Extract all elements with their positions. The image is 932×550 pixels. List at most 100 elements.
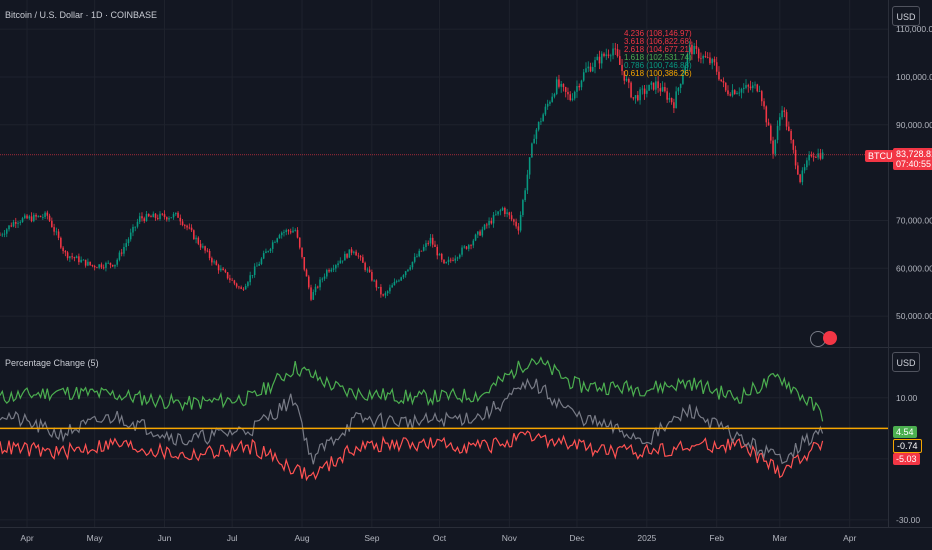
candle-body [682,74,684,84]
candle-body [123,246,125,254]
time-tick-label: Mar [772,533,787,543]
candle-body [181,221,184,226]
candle-body [17,222,19,224]
candle-body [486,224,488,226]
candle-body [806,160,808,168]
candle-body [294,230,297,231]
candle-body [578,86,581,88]
candle-body [564,87,567,92]
candle-body [84,259,87,266]
candle-body [628,78,630,83]
candle-body [51,220,53,228]
candle-body [774,139,777,154]
candle-body [465,246,468,249]
candle-body [362,257,364,263]
candle-body [247,282,249,287]
pane-divider[interactable] [0,347,932,348]
candle-body [377,286,380,288]
last-price-value: 83,728.81 [896,149,932,159]
candle-body [199,243,202,248]
candle-body [542,114,544,122]
candle-body [19,222,22,223]
candle-body [715,62,718,72]
candle-body [138,216,141,222]
candle-body [659,88,662,92]
candle-body [344,253,346,261]
candle-body [231,279,233,281]
candle-body [637,95,639,101]
candle-body [400,277,402,281]
candle-body [109,262,112,265]
currency-button-main[interactable]: USD [892,6,920,26]
candle-body [447,259,450,263]
currency-button-sub[interactable]: USD [892,352,920,372]
time-tick-label: Apr [20,533,33,543]
candle-body [226,272,229,279]
candle-body [75,256,78,259]
candle-body [810,154,813,157]
candle-body [431,237,434,245]
candle-body [803,167,806,171]
candle-body [481,229,484,236]
candle-body [26,215,28,219]
candle-body [650,82,653,85]
candle-body [555,79,558,95]
candle-body [794,149,797,166]
candle-body [134,226,137,228]
candle-body [244,286,247,290]
candle-body [269,248,272,251]
candle-body [147,213,150,217]
candle-body [808,154,810,161]
price-tick-label: 110,000.00 [896,24,932,34]
candle-body [758,91,761,92]
candle-body [821,152,824,159]
candle-body [443,259,445,264]
indicator-tick-label: -30.00 [896,515,920,525]
candle-body [188,227,191,229]
candle-body [736,92,738,95]
candle-body [492,214,495,224]
indicator-series-line [0,356,824,422]
candle-body [30,216,33,222]
candle-body [402,275,405,278]
candle-body [436,246,439,256]
time-tick-label: May [87,533,104,543]
candle-body [573,91,576,99]
candle-body [623,71,626,81]
candle-body [767,122,770,126]
candle-body [506,212,508,214]
candle-body [177,212,179,218]
candle-body [684,66,686,75]
candle-body [587,66,590,69]
time-tick-label: Aug [294,533,309,543]
candle-body [616,49,619,57]
candle-body [78,256,80,263]
indicator-mid-tag: -0.74 [893,439,922,453]
candle-body [738,92,741,94]
candle-body [204,246,206,251]
candle-body [438,253,441,256]
candle-body [319,279,321,288]
event-icon[interactable] [823,331,837,345]
candle-body [3,233,6,235]
candle-body [114,264,116,267]
candle-body [440,253,443,260]
candle-body [380,286,382,295]
candle-body [537,121,540,130]
candle-body [96,267,98,269]
candle-body [292,230,294,233]
candle-body [749,86,752,89]
candle-body [82,259,85,261]
indicator-upper-tag: 4.54 [893,426,917,438]
candle-body [60,237,62,248]
candle-body [242,288,245,290]
candle-body [551,96,553,102]
candle-body [452,260,454,261]
candle-body [368,269,371,273]
candle-body [37,215,40,217]
candle-body [522,200,524,216]
candle-body [386,291,389,294]
candle-body [125,243,128,247]
candle-body [256,265,258,267]
